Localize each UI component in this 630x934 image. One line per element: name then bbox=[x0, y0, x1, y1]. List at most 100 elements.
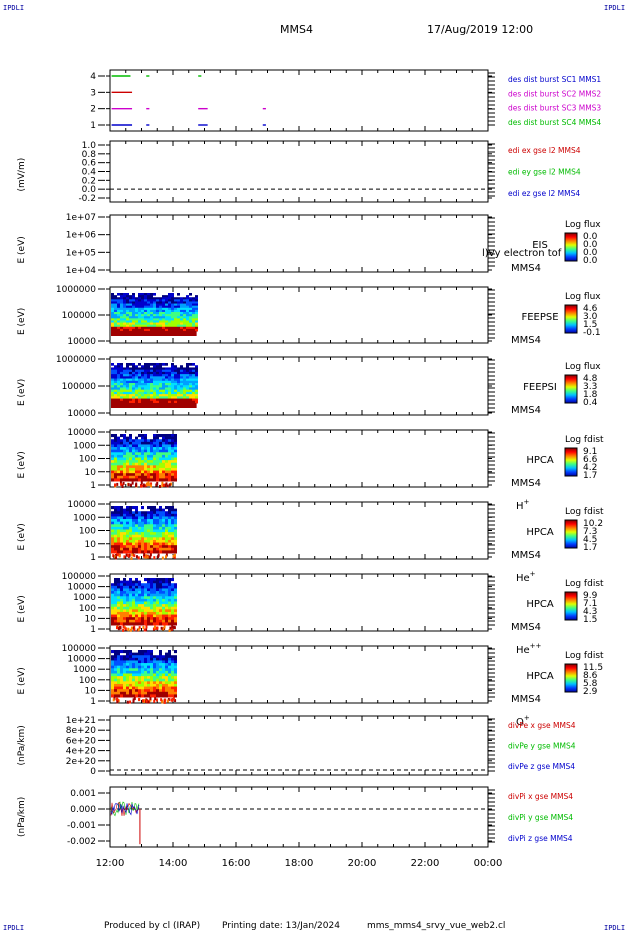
spectro-cell bbox=[159, 650, 162, 654]
spectro-cell bbox=[150, 663, 153, 667]
spectro-cell bbox=[153, 619, 156, 623]
spectro-cell bbox=[189, 322, 192, 326]
spectro-cell bbox=[156, 532, 159, 536]
spectro-cell bbox=[153, 457, 156, 461]
spectro-cell bbox=[141, 588, 144, 592]
spectro-cell bbox=[189, 374, 192, 377]
spectro-cell bbox=[132, 593, 135, 597]
spectro-cell bbox=[162, 324, 165, 328]
spectro-cell bbox=[177, 387, 180, 391]
spectro-cell bbox=[156, 363, 159, 366]
spectro-cell bbox=[147, 660, 150, 664]
y-tick-label-9: 8e+20 bbox=[66, 726, 97, 736]
spectro-cell bbox=[135, 547, 138, 551]
spectro-cell bbox=[177, 396, 180, 400]
spectro-cell bbox=[153, 460, 156, 464]
spectro-cell bbox=[180, 374, 183, 377]
spectro-cell bbox=[171, 387, 174, 391]
spectro-cell bbox=[120, 387, 123, 391]
spectro-cell bbox=[129, 694, 132, 698]
spectro-cell bbox=[141, 652, 144, 656]
spectro-cell bbox=[147, 598, 150, 602]
spectro-cell bbox=[117, 303, 120, 307]
spectro-cell bbox=[138, 457, 141, 461]
spectro-cell bbox=[168, 324, 171, 328]
spectro-cell bbox=[144, 391, 147, 395]
spectro-cell bbox=[117, 394, 120, 397]
spectro-cell bbox=[174, 521, 177, 525]
spectro-cell bbox=[153, 545, 156, 549]
spectro-cell bbox=[171, 371, 174, 375]
spectro-cell bbox=[159, 532, 162, 536]
y-tick-label-8: 100000 bbox=[62, 644, 97, 654]
spectro-cell bbox=[144, 670, 147, 674]
spectro-cell bbox=[147, 606, 150, 610]
spectro-speckle bbox=[127, 553, 130, 557]
spectro-cell bbox=[111, 513, 114, 517]
spectro-cell bbox=[162, 297, 165, 300]
spectro-cell bbox=[120, 376, 123, 380]
spectro-cell bbox=[156, 374, 159, 377]
spectro-cell bbox=[159, 691, 162, 695]
spectro-cell bbox=[141, 320, 144, 324]
spectro-cell bbox=[111, 387, 114, 391]
spectro-cell bbox=[126, 676, 129, 680]
spectro-cell bbox=[144, 475, 147, 479]
spectro-cell bbox=[186, 400, 189, 404]
spectro-cell bbox=[189, 376, 192, 380]
spectro-cell bbox=[123, 519, 126, 523]
spectro-cell bbox=[159, 363, 162, 366]
spectro-cell bbox=[111, 322, 114, 326]
spectro-cell bbox=[141, 293, 144, 296]
spectro-cell bbox=[120, 665, 123, 669]
spectro-cell bbox=[126, 539, 129, 544]
spectro-cell bbox=[129, 439, 132, 443]
spectro-cell bbox=[150, 601, 153, 605]
spectro-cell bbox=[114, 376, 117, 380]
spectro-cell bbox=[189, 389, 192, 393]
spectro-cell bbox=[123, 694, 126, 698]
spectro-cell bbox=[135, 598, 138, 602]
spectro-cell bbox=[120, 326, 123, 330]
spectro-cell bbox=[117, 324, 120, 328]
spectro-speckle bbox=[163, 625, 166, 629]
spectro-cell bbox=[192, 363, 195, 366]
spectro-cell bbox=[141, 314, 144, 317]
spectro-cell bbox=[117, 532, 120, 536]
spectro-cell bbox=[144, 547, 147, 551]
spectro-cell bbox=[129, 506, 132, 510]
spectro-cell bbox=[159, 367, 162, 371]
spectro-cell bbox=[138, 303, 141, 307]
spectro-cell bbox=[147, 462, 150, 466]
spectro-cell bbox=[129, 534, 132, 538]
spectro-cell bbox=[174, 516, 177, 520]
spectro-cell bbox=[129, 598, 132, 602]
spectro-cell bbox=[177, 398, 180, 402]
spectro-cell bbox=[171, 534, 174, 538]
spectro-cell bbox=[114, 678, 117, 682]
spectro-cell bbox=[162, 545, 165, 549]
spectro-cell bbox=[183, 305, 186, 309]
spectro-cell bbox=[159, 550, 162, 554]
spectro-cell bbox=[165, 511, 168, 515]
spectro-cell bbox=[153, 363, 156, 366]
spectro-cell bbox=[126, 303, 129, 307]
spectro-cell bbox=[168, 312, 171, 315]
spectro-cell bbox=[165, 320, 168, 324]
spectro-cell bbox=[126, 550, 129, 554]
spectro-cell bbox=[129, 475, 132, 479]
spectro-cell bbox=[111, 385, 114, 388]
spectro-cell bbox=[123, 601, 126, 605]
spectro-cell bbox=[156, 457, 159, 461]
spectro-cell bbox=[153, 324, 156, 328]
spectro-cell bbox=[171, 447, 174, 451]
spectro-cell bbox=[135, 307, 138, 311]
spectro-cell bbox=[153, 537, 156, 541]
spectro-cell bbox=[117, 689, 120, 693]
spectro-cell bbox=[129, 303, 132, 307]
spectro-cell bbox=[183, 299, 186, 302]
spectro-cell bbox=[144, 585, 147, 589]
spectro-cell bbox=[147, 652, 150, 656]
spectro-cell bbox=[117, 326, 120, 330]
spectro-cell bbox=[141, 604, 144, 608]
